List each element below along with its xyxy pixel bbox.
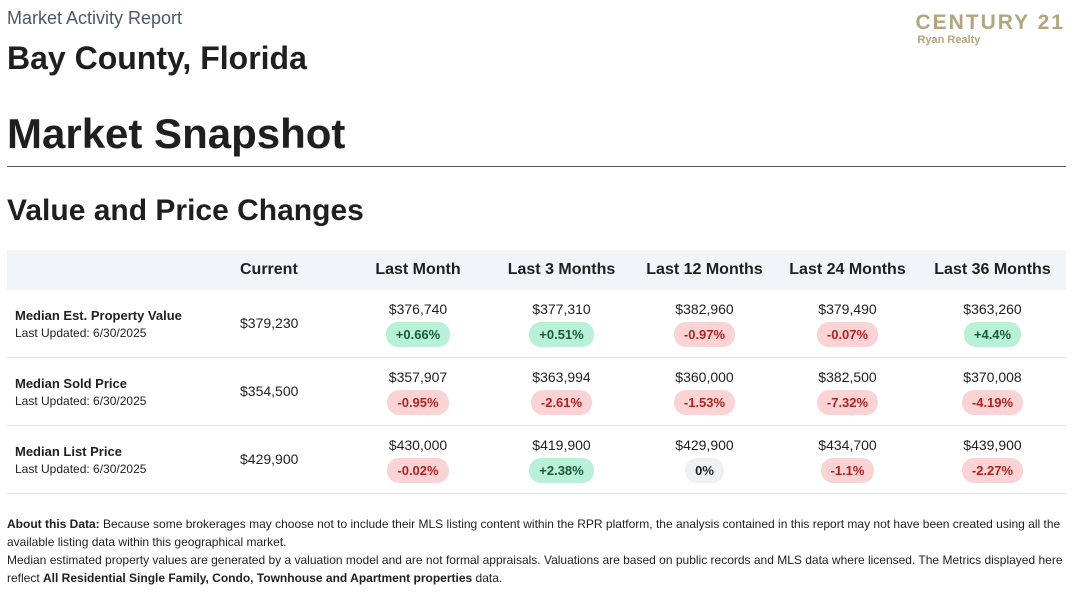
period-value: $363,260 — [963, 300, 1022, 317]
county-title: Bay County, Florida — [7, 40, 307, 76]
metric-updated: Last Updated: 6/30/2025 — [15, 461, 147, 476]
period-cell: $363,994 -2.61% — [490, 357, 633, 426]
change-badge: -1.1% — [820, 457, 875, 483]
table-header-row: Current Last Month Last 3 Months Last 12… — [7, 250, 1066, 290]
period-cell: $357,907 -0.95% — [346, 357, 490, 426]
about-text-1: Because some brokerages may choose not t… — [7, 517, 1061, 549]
header-last-12-months: Last 12 Months — [633, 250, 776, 290]
header-last-month: Last Month — [346, 250, 490, 290]
change-badge: +2.38% — [529, 457, 594, 483]
period-value: $357,907 — [388, 368, 448, 385]
metric-cell: Median List Price Last Updated: 6/30/2025 — [7, 425, 240, 494]
report-label: Market Activity Report — [7, 8, 183, 28]
period-value: $382,500 — [818, 368, 877, 385]
period-cell: $376,740 +0.66% — [346, 290, 490, 358]
current-cell: $379,230 — [240, 290, 346, 358]
metric-updated: Last Updated: 6/30/2025 — [15, 325, 147, 340]
about-text-2a: Median estimated property values are gen… — [7, 553, 1063, 585]
section-title: Value and Price Changes — [7, 194, 364, 227]
period-value: $434,700 — [818, 436, 877, 453]
header-last-3-months: Last 3 Months — [490, 250, 633, 290]
metric-cell: Median Est. Property Value Last Updated: … — [7, 290, 240, 358]
change-badge: -1.53% — [673, 389, 736, 415]
period-cell: $429,900 0% — [633, 425, 776, 494]
header-last-36-months: Last 36 Months — [919, 250, 1066, 290]
metric-updated: Last Updated: 6/30/2025 — [15, 393, 147, 408]
brand-logo: CENTURY 21 Ryan Realty — [915, 11, 1065, 47]
period-cell: $382,500 -7.32% — [776, 357, 919, 426]
page-title: Market Snapshot — [7, 110, 346, 157]
change-badge: -0.97% — [673, 321, 736, 347]
period-cell: $370,008 -4.19% — [919, 357, 1066, 426]
change-badge: -2.27% — [961, 457, 1024, 483]
period-cell: $379,490 -0.07% — [776, 290, 919, 358]
change-badge: +4.4% — [963, 321, 1022, 347]
change-badge: -0.02% — [387, 457, 449, 483]
about-paragraph-2: Median estimated property values are gen… — [7, 551, 1069, 587]
change-badge: -7.32% — [816, 389, 879, 415]
period-cell: $360,000 -1.53% — [633, 357, 776, 426]
period-value: $379,490 — [818, 300, 877, 317]
table-row: Median Est. Property Value Last Updated: … — [7, 290, 1066, 358]
current-cell: $354,500 — [240, 357, 346, 426]
header-last-24-months: Last 24 Months — [776, 250, 919, 290]
change-badge: +0.66% — [385, 321, 451, 347]
period-value: $429,900 — [675, 436, 734, 453]
title-divider — [7, 166, 1066, 167]
period-value: $377,310 — [532, 300, 591, 317]
period-value: $360,000 — [675, 368, 734, 385]
header-metric — [7, 250, 240, 290]
current-cell: $429,900 — [240, 425, 346, 494]
change-badge: 0% — [685, 457, 724, 483]
period-value: $419,900 — [532, 436, 591, 453]
period-cell: $439,900 -2.27% — [919, 425, 1066, 494]
current-value: $379,230 — [240, 314, 299, 331]
change-badge: -2.61% — [530, 389, 593, 415]
about-label: About this Data: — [7, 517, 100, 531]
table-row: Median List Price Last Updated: 6/30/2025… — [7, 425, 1066, 494]
change-badge: +0.51% — [529, 321, 594, 347]
period-value: $370,008 — [963, 368, 1022, 385]
about-paragraph-1: About this Data: Because some brokerages… — [7, 515, 1069, 551]
header-current: Current — [240, 250, 346, 290]
metric-name: Median Est. Property Value — [15, 307, 182, 323]
change-badge: -4.19% — [961, 389, 1024, 415]
about-this-data: About this Data: Because some brokerages… — [7, 515, 1069, 587]
period-cell: $377,310 +0.51% — [490, 290, 633, 358]
period-value: $382,960 — [675, 300, 734, 317]
metric-name: Median Sold Price — [15, 375, 127, 391]
current-value: $354,500 — [240, 382, 299, 399]
period-value: $439,900 — [963, 436, 1022, 453]
metric-cell: Median Sold Price Last Updated: 6/30/2025 — [7, 357, 240, 426]
period-value: $376,740 — [388, 300, 448, 317]
metric-name: Median List Price — [15, 443, 122, 459]
period-cell: $430,000 -0.02% — [346, 425, 490, 494]
period-value: $363,994 — [532, 368, 591, 385]
price-changes-table: Current Last Month Last 3 Months Last 12… — [7, 250, 1066, 494]
table-row: Median Sold Price Last Updated: 6/30/2025… — [7, 357, 1066, 426]
period-cell: $419,900 +2.38% — [490, 425, 633, 494]
period-cell: $434,700 -1.1% — [776, 425, 919, 494]
period-cell: $382,960 -0.97% — [633, 290, 776, 358]
logo-sub-text: Ryan Realty — [917, 34, 981, 46]
period-value: $430,000 — [388, 436, 448, 453]
change-badge: -0.07% — [816, 321, 879, 347]
period-cell: $363,260 +4.4% — [919, 290, 1066, 358]
logo-main-text: CENTURY 21 — [915, 11, 1065, 34]
about-text-2b: data. — [472, 571, 503, 585]
change-badge: -0.95% — [387, 389, 449, 415]
current-value: $429,900 — [240, 450, 299, 467]
about-text-2-bold: All Residential Single Family, Condo, To… — [43, 571, 473, 585]
